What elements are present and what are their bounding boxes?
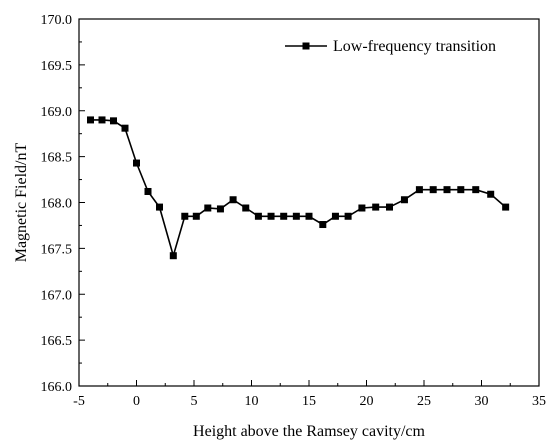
data-point [204, 204, 212, 212]
series-layer [87, 116, 510, 260]
data-point [443, 186, 451, 194]
legend-marker [302, 42, 310, 50]
data-point [192, 212, 200, 220]
data-point [169, 252, 177, 260]
data-point [181, 212, 189, 220]
data-point [472, 186, 480, 194]
data-point [415, 186, 423, 194]
data-point [400, 196, 408, 204]
x-axis-title: Height above the Ramsey cavity/cm [193, 423, 425, 440]
plot-border [78, 18, 540, 387]
y-tick-label: 168.5 [41, 151, 73, 166]
y-tick-label: 169.0 [41, 105, 73, 120]
data-point [305, 212, 313, 220]
data-point [457, 186, 465, 194]
y-tick-label: 170.0 [41, 13, 73, 28]
data-point [144, 187, 152, 195]
y-tick-label: 166.5 [41, 334, 73, 349]
data-point [133, 159, 140, 167]
x-tick-label: 30 [475, 394, 489, 409]
y-tick-label: 166.0 [41, 380, 73, 395]
x-tick-label: 25 [417, 394, 431, 409]
plot-area [78, 18, 540, 387]
x-tick-label: 35 [532, 394, 546, 409]
x-tick-label: 15 [302, 394, 316, 409]
data-point [110, 117, 117, 125]
series-line [90, 119, 507, 259]
data-point [280, 212, 288, 220]
data-point [344, 212, 352, 220]
data-point [319, 221, 327, 229]
data-point [216, 205, 224, 213]
y-tick-label: 169.5 [41, 59, 73, 74]
y-tick-label: 168.0 [41, 197, 73, 212]
x-axis: -5 0 5 10 15 20 25 30 35 [73, 380, 546, 409]
data-point [358, 204, 366, 212]
x-tick-label: 5 [191, 394, 198, 409]
data-point [267, 212, 275, 220]
data-point [372, 203, 380, 211]
data-point [331, 212, 339, 220]
data-point [229, 196, 237, 204]
data-point [98, 116, 106, 124]
data-point [386, 203, 393, 211]
data-point [87, 116, 94, 124]
data-point [502, 203, 510, 211]
data-point [254, 212, 262, 220]
legend-label: Low-frequency transition [333, 38, 496, 55]
y-axis: 166.0 166.5 167.0 167.5 168.0 168.5 169.0 169.5… [41, 13, 85, 395]
y-axis-title: Magnetic Field/nT [13, 143, 30, 263]
x-tick-label: 10 [245, 394, 259, 409]
legend: Low-frequency transition [285, 38, 496, 55]
y-tick-label: 167.0 [41, 288, 73, 303]
x-tick-label: 20 [360, 394, 374, 409]
data-point [292, 212, 300, 220]
x-tick-label: 0 [133, 394, 140, 409]
data-point [156, 203, 163, 211]
data-point [121, 124, 129, 132]
x-tick-label: -5 [73, 394, 85, 409]
y-tick-label: 167.5 [41, 242, 73, 257]
data-point [242, 204, 250, 212]
data-point [429, 186, 437, 194]
data-point [487, 190, 495, 198]
